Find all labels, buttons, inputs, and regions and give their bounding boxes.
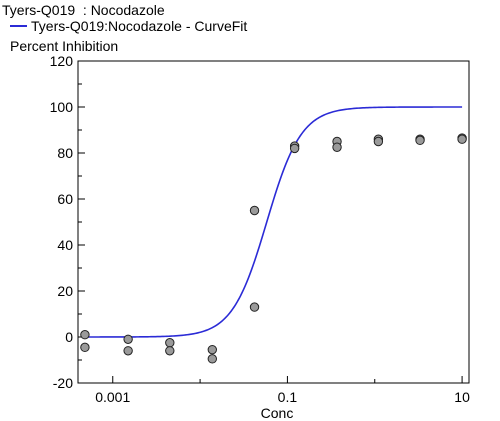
x-tick-label: 0.001	[95, 389, 130, 405]
legend-line-swatch	[10, 25, 27, 27]
data-point	[165, 346, 175, 356]
legend: Tyers-Q019:Nocodazole - CurveFit	[6, 18, 247, 34]
y-tick-label: 40	[57, 237, 73, 253]
y-tick-label: -20	[53, 375, 73, 391]
plot-frame	[77, 60, 470, 384]
y-axis-label: Percent Inhibition	[10, 38, 119, 54]
data-point	[457, 134, 467, 144]
legend-label: Tyers-Q019:Nocodazole - CurveFit	[31, 18, 248, 34]
curve-fit-line	[84, 106, 463, 338]
data-point	[249, 205, 260, 216]
data-point	[123, 346, 133, 356]
x-tick-label: 0.1	[278, 389, 298, 405]
data-point	[165, 338, 175, 348]
y-tick-label: 20	[57, 283, 73, 299]
data-point	[373, 136, 384, 147]
x-axis: 0.001 0.1 10	[95, 376, 470, 405]
y-tick-label: 80	[57, 145, 73, 161]
chart-title: Tyers-Q019 : Nocodazole	[2, 2, 165, 18]
data-point	[249, 302, 260, 312]
data-point	[289, 143, 300, 154]
data-point	[207, 344, 218, 355]
y-tick-label: 0	[65, 329, 73, 345]
y-tick-label: 100	[50, 99, 74, 115]
data-points	[80, 133, 467, 364]
y-axis: -20 0 20 40 60 80 100 120	[50, 53, 85, 391]
data-point	[207, 354, 218, 364]
data-point	[415, 135, 425, 146]
y-tick-label: 120	[50, 53, 74, 69]
data-point	[80, 330, 90, 340]
data-point	[123, 334, 133, 344]
x-axis-label: Conc	[261, 405, 294, 421]
x-tick-label: 10	[454, 389, 470, 405]
data-point	[80, 342, 90, 353]
y-tick-label: 60	[57, 191, 73, 207]
data-point	[332, 142, 342, 152]
